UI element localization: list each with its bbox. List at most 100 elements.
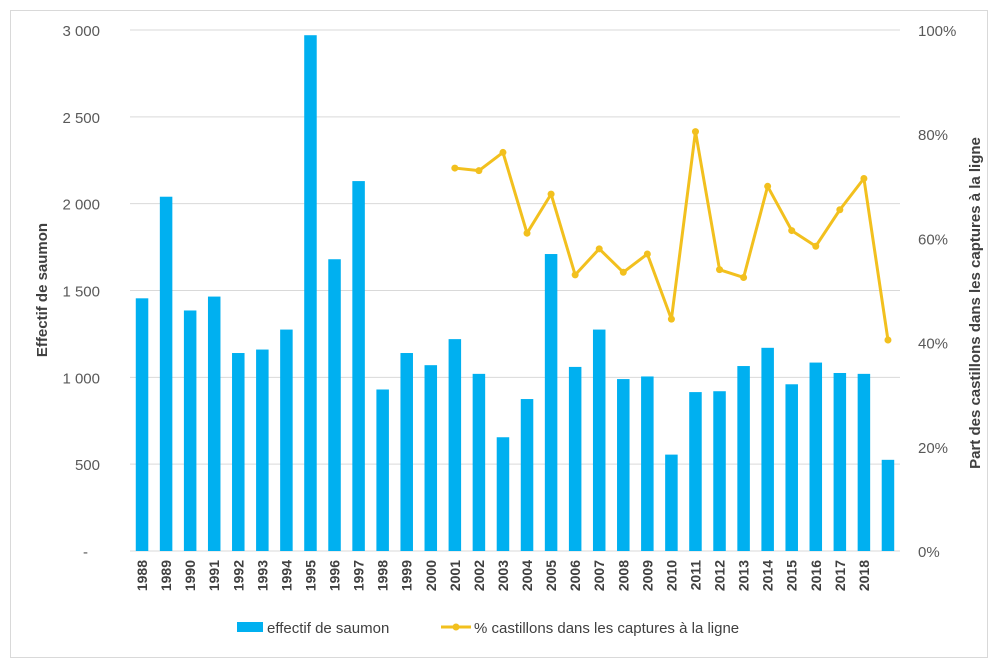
- legend-label-bars: effectif de saumon: [267, 620, 389, 637]
- y2-tick-label: 60%: [918, 231, 948, 248]
- x-tick-label: 2016: [808, 560, 824, 591]
- x-tick-label: 1989: [158, 560, 174, 591]
- bar: [135, 298, 149, 551]
- bar: [641, 376, 654, 551]
- x-tick-label: 2001: [447, 560, 463, 591]
- line-point: [499, 148, 507, 156]
- x-tick-label: 2012: [712, 560, 728, 591]
- y2-tick-label: 40%: [918, 336, 948, 353]
- x-tick-label: 2000: [423, 560, 439, 591]
- bar: [424, 365, 438, 551]
- x-tick-label: 2010: [663, 560, 679, 591]
- line-point: [812, 242, 820, 250]
- bar: [689, 392, 702, 551]
- y-tick-label: 1 000: [62, 370, 100, 387]
- x-axis-ticks: 1988 1989 1990 1991 1992 1993 1994 1995 1996 1997…: [134, 560, 872, 591]
- x-tick-label: 2002: [471, 560, 487, 591]
- line-point: [788, 227, 796, 235]
- bar: [881, 459, 895, 551]
- bar: [520, 399, 534, 551]
- x-tick-label: 2013: [736, 560, 752, 591]
- legend: effectif de saumon % castillons dans les…: [237, 620, 739, 637]
- line-point: [860, 174, 868, 182]
- line-point: [716, 266, 724, 274]
- bar: [568, 366, 582, 551]
- y-tick-label: 1 500: [62, 284, 100, 301]
- x-tick-label: 2011: [687, 560, 703, 591]
- y2-tick-label: 80%: [918, 127, 948, 144]
- x-tick-label: 1994: [278, 560, 294, 591]
- bar: [809, 362, 823, 551]
- x-tick-label: 2015: [784, 560, 800, 591]
- bar: [448, 339, 462, 551]
- y2-tick-label: 0%: [918, 544, 940, 561]
- bar: [328, 259, 341, 551]
- x-tick-label: 1988: [134, 560, 150, 591]
- bar: [544, 254, 558, 551]
- x-tick-label: 2006: [567, 560, 583, 591]
- legend-swatch-marker: [452, 623, 460, 631]
- line-point: [475, 167, 483, 175]
- x-tick-label: 2009: [639, 560, 655, 591]
- x-tick-label: 1992: [230, 560, 246, 591]
- bar: [280, 329, 293, 551]
- bar: [785, 384, 798, 551]
- bar: [761, 347, 774, 551]
- x-tick-label: 2018: [856, 560, 872, 591]
- line-point: [764, 182, 772, 190]
- y-tick-label: -: [83, 544, 88, 561]
- bar: [713, 391, 726, 551]
- bar: [183, 310, 197, 551]
- x-tick-label: 2008: [615, 560, 631, 591]
- y-tick-label: 500: [75, 457, 100, 474]
- x-tick-label: 1995: [302, 560, 318, 591]
- bar: [665, 454, 678, 551]
- line-point: [740, 273, 748, 281]
- bar: [159, 196, 173, 551]
- line-point: [691, 128, 699, 136]
- y-axis-title: Effectif de saumon: [34, 223, 51, 357]
- line-point: [571, 271, 579, 279]
- x-tick-label: 2007: [591, 560, 607, 591]
- y-tick-label: 3 000: [62, 23, 100, 40]
- line-point: [547, 190, 555, 198]
- line-series: [451, 128, 892, 344]
- bar: [400, 353, 413, 551]
- x-tick-label: 1997: [351, 560, 367, 591]
- x-tick-label: 2003: [495, 560, 511, 591]
- x-tick-label: 1996: [327, 560, 343, 591]
- line-point: [595, 245, 603, 253]
- y2-axis-title: Part des castillons dans les captures à …: [967, 137, 984, 469]
- x-tick-label: 1991: [206, 560, 222, 591]
- gridlines: [130, 29, 900, 552]
- line-point: [667, 315, 675, 323]
- x-tick-label: 2014: [760, 560, 776, 591]
- legend-swatch-bars: [237, 622, 263, 632]
- y2-tick-label: 100%: [918, 23, 956, 40]
- bar: [304, 35, 317, 551]
- legend-label-line: % castillons dans les captures à la lign…: [474, 620, 739, 637]
- x-tick-label: 2005: [543, 560, 559, 591]
- y2-axis-ticks: 0% 20% 40% 60% 80% 100%: [918, 23, 956, 561]
- line-path: [454, 130, 890, 341]
- bar: [592, 329, 606, 551]
- x-tick-label: 2017: [832, 560, 848, 591]
- line-point: [619, 268, 627, 276]
- bar: [472, 373, 486, 551]
- x-tick-label: 1990: [182, 560, 198, 591]
- line-point: [643, 250, 651, 258]
- bar: [737, 366, 750, 551]
- bar: [376, 389, 389, 551]
- bar: [207, 296, 221, 551]
- y-axis-ticks: - 500 1 000 1 500 2 000 2 500 3 000: [62, 23, 100, 561]
- bar: [833, 372, 847, 551]
- y-tick-label: 2 500: [62, 110, 100, 127]
- x-tick-label: 2004: [519, 560, 535, 591]
- line-point: [836, 206, 844, 214]
- y-tick-label: 2 000: [62, 197, 100, 214]
- y2-tick-label: 20%: [918, 440, 948, 457]
- line-point: [884, 336, 892, 344]
- bar: [857, 373, 871, 551]
- line-point: [451, 164, 459, 172]
